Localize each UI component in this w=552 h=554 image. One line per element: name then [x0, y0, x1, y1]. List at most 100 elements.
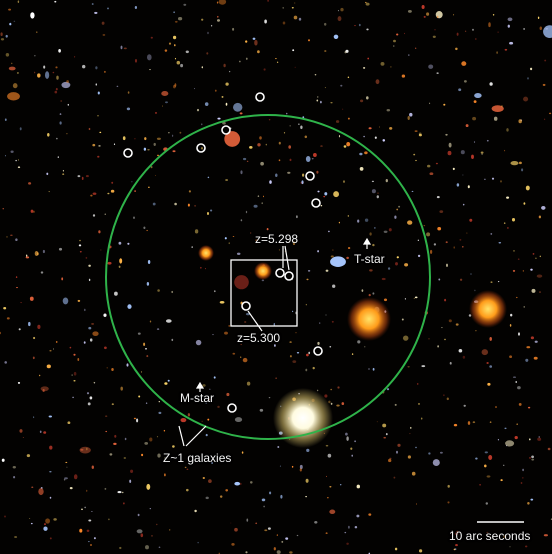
background-source: [164, 382, 168, 385]
redshift-label-z5300: z=5.300: [237, 331, 281, 345]
background-source: [538, 436, 540, 438]
background-source: [336, 404, 340, 407]
background-source: [418, 402, 420, 405]
background-source: [249, 146, 253, 149]
background-source: [511, 218, 516, 222]
background-source: [253, 204, 258, 208]
background-source: [521, 168, 524, 172]
background-source: [267, 527, 271, 530]
background-source: [245, 40, 248, 43]
background-source: [357, 219, 360, 223]
background-source: [67, 421, 71, 425]
background-source: [409, 433, 411, 435]
background-source: [214, 89, 217, 92]
background-source: [69, 486, 73, 490]
background-source: [16, 287, 18, 289]
background-source: [209, 388, 211, 390]
background-source: [275, 173, 278, 178]
background-source: [358, 23, 361, 27]
background-source: [485, 502, 489, 505]
background-source: [305, 303, 307, 306]
background-source: [518, 402, 522, 406]
background-source: [471, 154, 474, 160]
background-source: [209, 209, 213, 212]
background-source: [386, 388, 390, 391]
background-source: [289, 158, 292, 162]
background-source: [504, 149, 506, 152]
background-source: [101, 21, 105, 25]
background-source: [472, 116, 477, 121]
background-source: [421, 5, 425, 9]
background-source: [435, 162, 438, 165]
background-source: [77, 175, 81, 178]
background-source: [276, 550, 281, 554]
background-source: [329, 346, 332, 348]
background-source: [240, 356, 242, 359]
background-source: [331, 320, 334, 323]
background-source: [133, 216, 135, 219]
background-source: [15, 159, 17, 162]
background-source: [407, 455, 411, 459]
background-source: [287, 171, 291, 174]
background-source: [299, 468, 302, 472]
background-source: [419, 549, 423, 553]
background-source: [219, 300, 225, 304]
background-source: [194, 88, 196, 90]
background-source: [414, 296, 418, 299]
background-source: [149, 508, 151, 510]
background-source: [432, 35, 436, 38]
background-source: [545, 27, 549, 30]
background-source: [458, 349, 463, 353]
background-source: [513, 250, 515, 252]
background-source: [33, 416, 35, 419]
background-source: [264, 529, 268, 532]
background-source: [113, 143, 116, 145]
background-source: [347, 525, 350, 529]
background-source: [470, 273, 472, 275]
background-source: [158, 546, 161, 548]
background-source: [28, 182, 32, 185]
background-source: [462, 245, 464, 248]
background-source: [28, 321, 31, 327]
background-source: [263, 68, 266, 71]
background-source: [481, 153, 483, 156]
background-source: [516, 296, 518, 299]
background-source: [324, 87, 326, 89]
background-source: [455, 544, 458, 547]
background-source: [131, 181, 133, 183]
background-source: [490, 281, 493, 283]
background-source: [486, 362, 489, 364]
background-source: [369, 269, 373, 272]
background-source: [282, 7, 284, 9]
background-source: [62, 173, 65, 175]
background-source: [325, 444, 329, 447]
background-source: [515, 381, 517, 383]
background-source: [275, 58, 277, 60]
background-source: [153, 142, 156, 146]
background-source: [439, 210, 444, 213]
background-source: [415, 47, 417, 49]
background-source: [58, 48, 61, 53]
background-source: [240, 343, 242, 346]
background-source: [156, 137, 161, 140]
background-source: [306, 353, 309, 357]
background-source: [236, 252, 241, 255]
background-source: [240, 170, 243, 175]
background-source: [537, 16, 540, 20]
background-source: [39, 430, 42, 433]
background-source: [107, 7, 109, 10]
background-source: [393, 476, 396, 479]
background-source: [396, 33, 399, 36]
background-source: [314, 74, 317, 76]
background-source: [119, 546, 122, 550]
background-source: [527, 77, 529, 80]
background-source: [97, 115, 99, 117]
background-source: [522, 468, 524, 472]
background-source: [242, 357, 248, 363]
background-source: [100, 249, 102, 251]
background-source: [171, 338, 174, 342]
background-source: [347, 76, 350, 79]
background-source: [491, 177, 495, 180]
background-source: [480, 151, 484, 154]
